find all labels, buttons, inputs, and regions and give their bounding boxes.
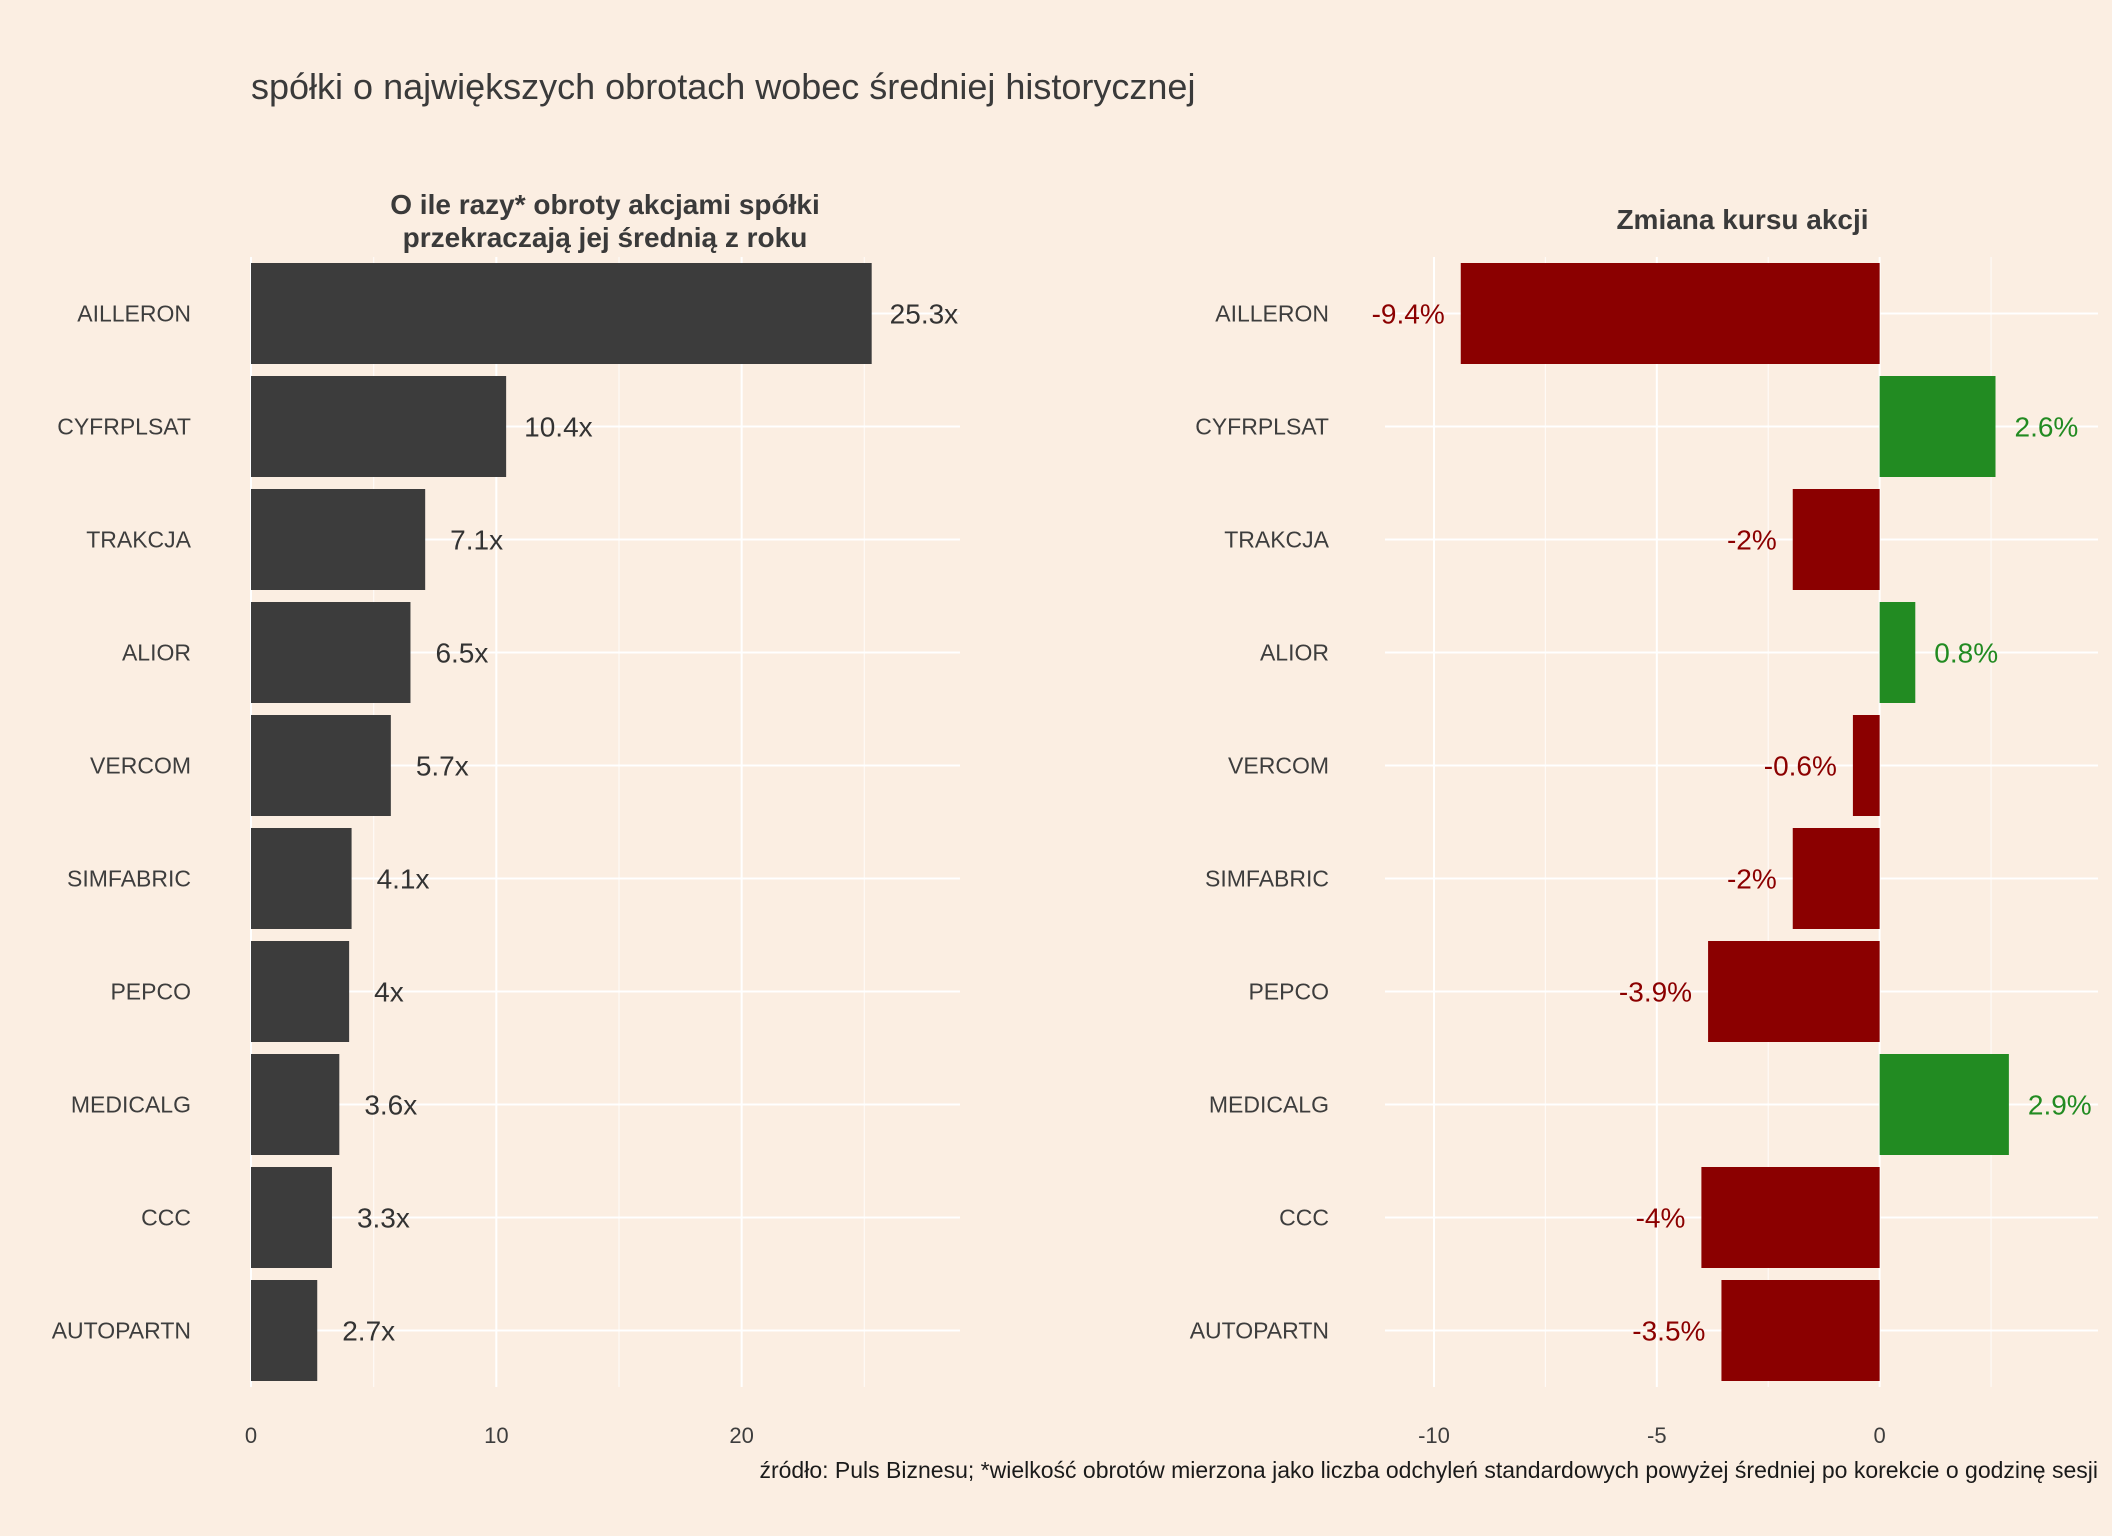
- left-category-label: MEDICALG: [71, 1092, 191, 1118]
- left-data-label: 3.6x: [364, 1090, 417, 1121]
- right-category-label: TRAKCJA: [1224, 527, 1329, 553]
- right-data-label: -4%: [1636, 1203, 1686, 1234]
- right-bar: [1460, 263, 1880, 364]
- right-data-label: -0.6%: [1764, 751, 1837, 782]
- chart-caption: źródło: Puls Biznesu; *wielkość obrotów …: [759, 1457, 2098, 1483]
- left-category-label: TRAKCJA: [86, 527, 191, 553]
- right-bar: [1792, 828, 1880, 929]
- left-data-label: 5.7x: [416, 751, 469, 782]
- left-category-label: CYFRPLSAT: [57, 414, 191, 440]
- left-panel-title: O ile razy* obroty akcjami spółki przekr…: [280, 188, 930, 254]
- right-bar: [1879, 602, 1916, 703]
- right-bar: [1792, 489, 1880, 590]
- left-category-label: AUTOPARTN: [52, 1318, 191, 1344]
- left-bar: [251, 828, 352, 929]
- left-data-label: 3.3x: [357, 1203, 410, 1234]
- left-data-label: 7.1x: [450, 525, 503, 556]
- left-bar: [251, 1167, 332, 1268]
- right-category-label: PEPCO: [1248, 979, 1329, 1005]
- left-category-label: CCC: [141, 1205, 191, 1231]
- right-category-label: SIMFABRIC: [1205, 866, 1329, 892]
- right-bar: [1879, 376, 1996, 477]
- left-bar: [251, 1280, 318, 1381]
- left-bar: [251, 489, 426, 590]
- left-data-label: 10.4x: [524, 412, 593, 443]
- right-x-tick-label: 0: [1874, 1423, 1886, 1448]
- right-bar: [1879, 1054, 2009, 1155]
- right-data-label: -2%: [1727, 525, 1777, 556]
- left-bar: [251, 715, 391, 816]
- right-bar: [1708, 941, 1880, 1042]
- right-data-label: -3.5%: [1632, 1316, 1705, 1347]
- left-data-label: 2.7x: [342, 1316, 395, 1347]
- right-category-label: ALIOR: [1260, 640, 1329, 666]
- left-bar: [251, 1054, 340, 1155]
- right-category-label: CCC: [1279, 1205, 1329, 1231]
- left-data-label: 4.1x: [377, 864, 430, 895]
- right-x-tick-label: -5: [1647, 1423, 1667, 1448]
- left-bar: [251, 941, 350, 1042]
- right-bar: [1852, 715, 1880, 816]
- right-bar: [1721, 1280, 1880, 1381]
- chart-main-title: spółki o największych obrotach wobec śre…: [251, 66, 1196, 107]
- left-bar: [251, 263, 872, 364]
- right-category-label: VERCOM: [1228, 753, 1329, 779]
- right-category-label: MEDICALG: [1209, 1092, 1329, 1118]
- left-panel-title-line-1: O ile razy* obroty akcjami spółki: [390, 189, 820, 220]
- left-bar: [251, 376, 507, 477]
- right-category-label: CYFRPLSAT: [1195, 414, 1329, 440]
- right-panel-title: Zmiana kursu akcji: [1380, 203, 2105, 236]
- right-x-tick-label: -10: [1418, 1423, 1450, 1448]
- left-category-label: AILLERON: [77, 301, 191, 327]
- left-category-label: VERCOM: [90, 753, 191, 779]
- left-category-label: ALIOR: [122, 640, 191, 666]
- right-category-label: AILLERON: [1215, 301, 1329, 327]
- left-x-tick-label: 10: [484, 1423, 508, 1448]
- right-panel-title-line-1: Zmiana kursu akcji: [1616, 204, 1869, 235]
- left-category-label: SIMFABRIC: [67, 866, 191, 892]
- right-bar: [1701, 1167, 1880, 1268]
- left-panel-title-line-2: przekraczają jej średnią z roku: [402, 222, 808, 253]
- left-x-tick-label: 20: [729, 1423, 753, 1448]
- right-data-label: -3.9%: [1619, 977, 1692, 1008]
- right-data-label: -9.4%: [1372, 299, 1445, 330]
- left-x-tick-label: 0: [245, 1423, 257, 1448]
- right-data-label: -2%: [1727, 864, 1777, 895]
- right-data-label: 2.6%: [2015, 412, 2079, 443]
- right-category-label: AUTOPARTN: [1190, 1318, 1329, 1344]
- right-data-label: 2.9%: [2028, 1090, 2092, 1121]
- left-data-label: 4x: [374, 977, 404, 1008]
- left-data-label: 6.5x: [435, 638, 488, 669]
- right-data-label: 0.8%: [1934, 638, 1998, 669]
- left-data-label: 25.3x: [890, 299, 959, 330]
- left-category-label: PEPCO: [110, 979, 191, 1005]
- left-bar: [251, 602, 411, 703]
